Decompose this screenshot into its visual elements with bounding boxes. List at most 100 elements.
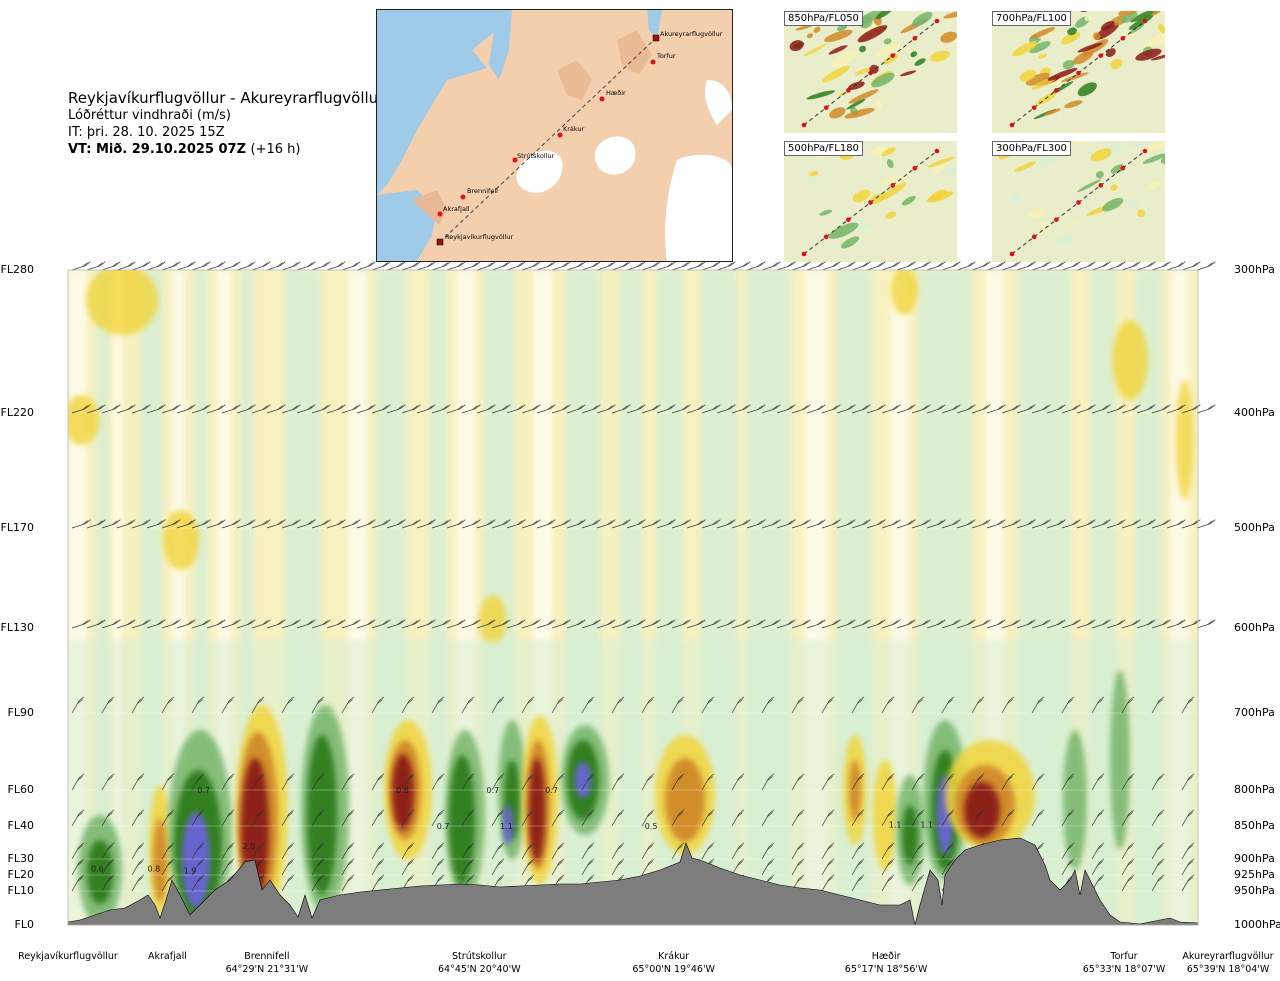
wind-barb xyxy=(71,404,91,414)
wind-barb xyxy=(311,261,331,271)
fl-tick-label: FL170 xyxy=(0,521,34,534)
wind-barb xyxy=(1001,619,1021,629)
mini-map-field xyxy=(1019,69,1037,82)
wind-barb xyxy=(731,261,751,271)
wind-barb xyxy=(671,261,691,271)
wind-barb xyxy=(86,519,106,529)
mini-map-field xyxy=(1100,20,1115,31)
wind-barb xyxy=(1031,619,1051,629)
map-label-haedir: Hæðir xyxy=(606,89,626,97)
wind-barb xyxy=(371,696,385,714)
wind-barb xyxy=(281,519,301,529)
wind-barb xyxy=(596,404,616,414)
wind-barb xyxy=(101,261,121,271)
waypoint-name: Akrafjall xyxy=(148,951,187,962)
wind-barb xyxy=(191,404,211,414)
wind-barb xyxy=(1121,809,1135,827)
wind-barb xyxy=(596,619,616,629)
wind-barb xyxy=(926,519,946,529)
waypoint-name: Hæðir xyxy=(871,951,901,962)
wind-barb xyxy=(401,773,415,791)
wind-barb xyxy=(1076,404,1096,414)
mini-map-field xyxy=(875,11,895,20)
wind-barb xyxy=(191,842,205,860)
vertical-wind-cell xyxy=(503,805,513,845)
wind-barb xyxy=(401,404,421,414)
mini-map-field xyxy=(1128,200,1139,209)
wind-barb xyxy=(1166,404,1186,414)
wind-barb xyxy=(896,404,916,414)
wind-barb xyxy=(266,261,286,271)
wind-barb xyxy=(206,404,226,414)
mini-map-waypoint xyxy=(1009,122,1015,128)
wind-barb xyxy=(146,261,166,271)
wind-barb xyxy=(686,619,706,629)
wind-barb xyxy=(686,261,706,271)
mini-map-field xyxy=(1076,179,1102,193)
mini-map-field xyxy=(857,222,874,233)
pressure-tick-label: 400hPa xyxy=(1234,406,1275,419)
wind-barb xyxy=(596,261,616,271)
wind-barb xyxy=(311,874,325,892)
mini-map-field xyxy=(927,156,955,168)
wind-barb xyxy=(911,874,925,892)
wind-barb xyxy=(776,519,796,529)
mini-map-field xyxy=(1057,234,1075,246)
wind-barb xyxy=(161,261,181,271)
mini-map-field xyxy=(930,189,948,201)
wind-barb xyxy=(806,519,826,529)
wind-barb xyxy=(1121,404,1141,414)
fl-tick-label: FL60 xyxy=(7,783,34,796)
waypoint-label: Hæðir 65°17'N 18°56'W xyxy=(826,950,946,976)
wind-barb xyxy=(941,809,955,827)
wind-barb xyxy=(221,519,241,529)
wind-barb xyxy=(1076,261,1096,271)
wind-barb xyxy=(1181,809,1195,827)
wind-barb xyxy=(821,773,835,791)
wind-barb xyxy=(131,519,151,529)
mini-map-waypoint xyxy=(846,88,851,93)
wind-barb xyxy=(1151,696,1165,714)
wind-barb xyxy=(491,619,511,629)
wind-barb xyxy=(356,404,376,414)
mini-map-field xyxy=(1137,209,1145,218)
wind-barb xyxy=(986,619,1006,629)
wind-barb xyxy=(491,858,505,876)
mini-map-waypoint xyxy=(890,183,895,188)
wind-barb xyxy=(251,809,265,827)
wind-barb xyxy=(581,261,601,271)
wind-barb xyxy=(101,874,115,892)
wind-barb xyxy=(326,404,346,414)
wind-barb xyxy=(551,261,571,271)
vertical-wind-cell xyxy=(1110,670,1130,850)
map-label-akureyri: Akureyrarflugvöllur xyxy=(660,30,723,38)
vertical-wind-cell xyxy=(902,805,918,865)
mini-map-waypoint xyxy=(1031,105,1037,110)
wind-barb xyxy=(776,619,796,629)
waypoint-coord: 64°45'N 20°40'W xyxy=(438,964,521,975)
wind-barb xyxy=(971,773,985,791)
wind-barb xyxy=(641,773,655,791)
mini-map-field xyxy=(1110,184,1118,191)
wind-barb xyxy=(161,809,175,827)
wind-barb xyxy=(881,696,895,714)
wind-barb xyxy=(236,404,256,414)
wind-barb xyxy=(761,773,775,791)
mini-map-waypoint xyxy=(1054,88,1059,93)
wind-barb xyxy=(431,619,451,629)
mini-map-field xyxy=(789,40,804,52)
mini-map-field xyxy=(941,163,957,175)
mini-map-field xyxy=(912,11,933,27)
wind-barb xyxy=(911,696,925,714)
wind-barb xyxy=(221,842,235,860)
wind-barb xyxy=(461,404,481,414)
cell-value-label: 0.7 xyxy=(545,786,558,795)
wind-barb xyxy=(431,773,445,791)
wind-barb xyxy=(491,696,505,714)
fl-tick-label: FL40 xyxy=(7,819,34,832)
wind-barb xyxy=(416,619,436,629)
wind-barb xyxy=(281,842,295,860)
wind-barb xyxy=(1121,696,1135,714)
mini-map-field xyxy=(807,33,813,39)
pressure-tick-label: 850hPa xyxy=(1234,819,1275,832)
